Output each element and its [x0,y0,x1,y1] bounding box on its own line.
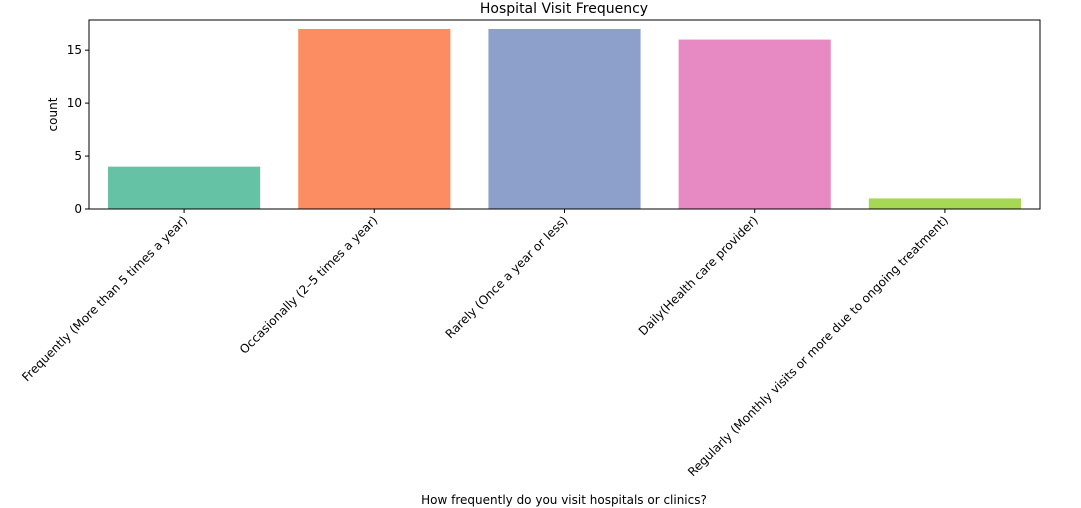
y-tick-label: 0 [74,202,82,216]
y-tick-label: 15 [67,43,82,57]
bars-group [108,29,1021,210]
bar [108,166,261,209]
x-axis-ticks: Frequently (More than 5 times a year) Occ… [19,209,951,479]
y-tick-label: 5 [74,149,82,163]
chart-title: Hospital Visit Frequency [480,1,648,17]
bar [678,39,831,210]
y-axis-label: count [46,97,60,131]
plot-frame [88,19,1041,210]
bar [298,29,451,209]
x-axis-label: How frequently do you visit hospitals or… [421,493,707,507]
y-axis-ticks: 0 5 10 15 [67,43,89,216]
x-tick-label: Daily(Health care provider) [636,213,761,338]
bar [488,29,641,209]
y-tick-label: 10 [67,96,82,110]
x-tick-label: Rarely (Once a year or less) [443,213,571,341]
x-tick-label: Frequently (More than 5 times a year) [19,213,190,384]
bar [868,198,1021,209]
x-tick-label: Occasionally (2–5 times a year) [237,213,381,357]
